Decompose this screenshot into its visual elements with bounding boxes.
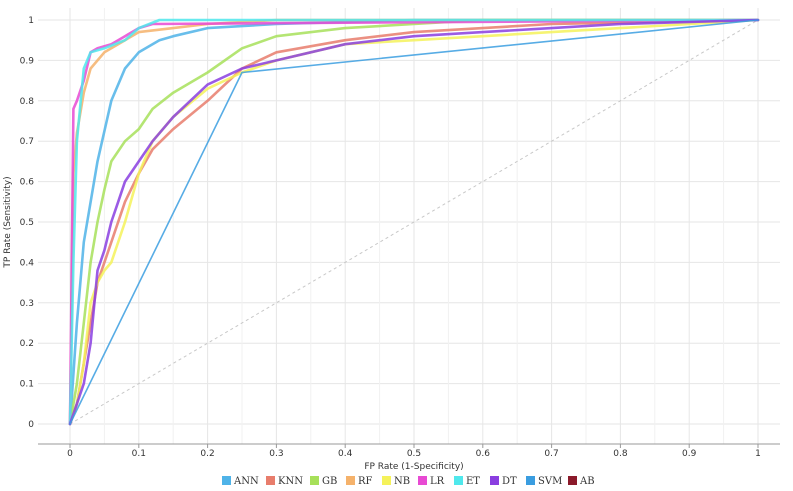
legend-label: GB — [322, 476, 337, 487]
legend-label: NB — [394, 476, 410, 487]
y-tick-label: 0 — [28, 420, 34, 430]
y-tick-label: 0.3 — [20, 299, 34, 309]
series-line-knn — [68, 18, 760, 426]
diagonal-reference-line — [69, 19, 759, 425]
x-tick-label: 0.4 — [338, 449, 353, 459]
y-axis-title: TP Rate (Sensitivity) — [3, 176, 13, 268]
legend-item-rf: RF — [346, 476, 373, 487]
y-tick-label: 0.5 — [20, 218, 34, 228]
legend-item-lr: LR — [418, 476, 445, 487]
legend-label: AB — [579, 476, 595, 487]
legend-label: ANN — [233, 476, 259, 487]
legend-item-svm: SVM — [526, 476, 562, 487]
legend-label: ET — [466, 476, 480, 487]
x-tick-label: 0.2 — [200, 449, 214, 459]
x-tick-label: 0.6 — [476, 449, 491, 459]
legend-label: SVM — [538, 476, 562, 487]
legend-item-gb: GB — [310, 476, 337, 487]
legend-swatch — [568, 476, 577, 485]
y-tick-labels: 0 0.1 0.2 0.3 0.4 0.5 0.6 0.7 0.8 0.9 1 — [20, 16, 35, 430]
legend-swatch — [222, 476, 231, 485]
y-tick-label: 0.2 — [20, 339, 34, 349]
legend-label: DT — [502, 476, 517, 487]
x-tick-label: 1 — [755, 449, 761, 459]
legend-swatch — [454, 476, 463, 485]
legend-swatch — [526, 476, 535, 485]
legend-item-knn: KNN — [266, 476, 303, 487]
legend-swatch — [490, 476, 499, 485]
series-lines — [68, 18, 760, 426]
x-axis-title: FP Rate (1-Specificity) — [364, 462, 463, 472]
x-tick-label: 0 — [67, 449, 73, 459]
y-tick-label: 0.9 — [20, 56, 35, 66]
legend-swatch — [346, 476, 355, 485]
legend-swatch — [266, 476, 275, 485]
legend-item-dt: DT — [490, 476, 517, 487]
y-tick-label: 0.1 — [20, 380, 34, 390]
y-tick-label: 0.6 — [20, 178, 35, 188]
legend-label: LR — [430, 476, 445, 487]
legend-swatch — [418, 476, 427, 485]
series-line-et — [68, 18, 760, 426]
legend-item-nb: NB — [382, 476, 410, 487]
y-tick-label: 1 — [28, 16, 34, 26]
legend-swatch — [310, 476, 319, 485]
x-tick-label: 0.9 — [682, 449, 697, 459]
legend-item-et: ET — [454, 476, 480, 487]
legend-item-ab: AB — [568, 476, 595, 487]
x-tick-label: 0.3 — [269, 449, 283, 459]
y-tick-label: 0.7 — [20, 137, 34, 147]
y-tick-label: 0.8 — [20, 97, 35, 107]
legend-item-ann: ANN — [222, 476, 259, 487]
x-tick-label: 0.7 — [544, 449, 558, 459]
y-tick-label: 0.4 — [20, 258, 35, 268]
legend: ANN KNN GB RF NB LR ET DT SVM AB — [222, 476, 595, 487]
x-tick-label: 0.5 — [407, 449, 421, 459]
x-tick-label: 0.1 — [132, 449, 146, 459]
series-line-dt — [68, 18, 760, 426]
series-line-svm — [69, 19, 759, 425]
x-tick-labels: 0 0.1 0.2 0.3 0.4 0.5 0.6 0.7 0.8 0.9 1 — [67, 444, 761, 459]
legend-label: RF — [358, 476, 373, 487]
legend-swatch — [382, 476, 391, 485]
legend-label: KNN — [278, 476, 303, 487]
series-line-gb — [68, 18, 760, 426]
x-tick-label: 0.8 — [613, 449, 628, 459]
